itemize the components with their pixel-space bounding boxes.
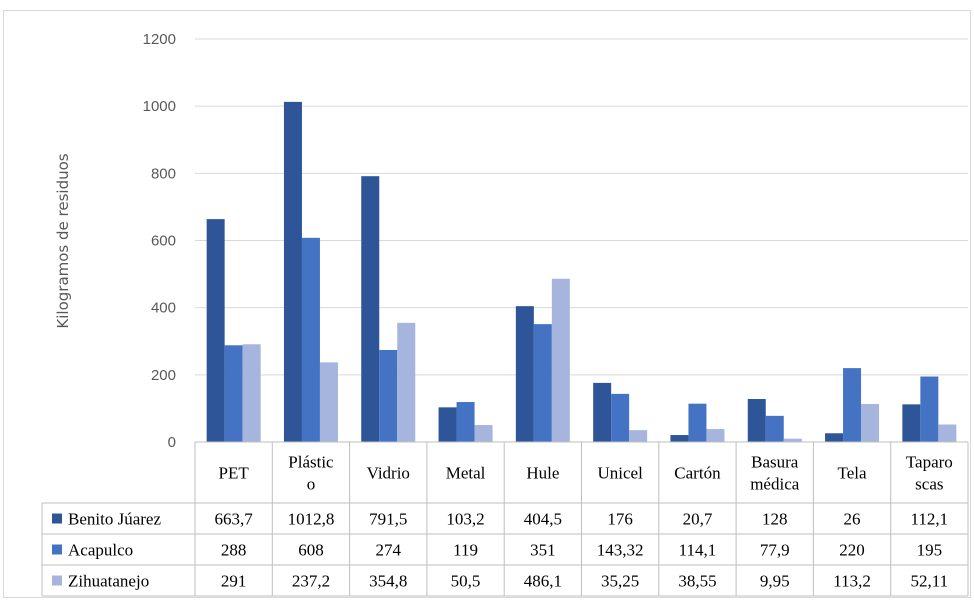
series-name: Zihuatanejo [68, 572, 149, 591]
data-table-value: 50,5 [451, 572, 481, 591]
legend-key [52, 544, 62, 555]
category-label: Cartón [674, 464, 721, 483]
data-table-value: 220 [839, 541, 865, 560]
bar [706, 429, 725, 442]
bar [747, 399, 766, 442]
data-table-value: 77,9 [760, 541, 790, 560]
bar [861, 403, 880, 442]
bar [456, 402, 475, 442]
y-tick-label: 600 [151, 233, 176, 250]
category-label: médica [750, 475, 800, 494]
data-table-value: 38,55 [678, 572, 716, 591]
bar [206, 219, 225, 442]
bar [902, 404, 921, 442]
category-label: Unicel [597, 464, 643, 483]
data-table-value: 119 [453, 541, 478, 560]
data-table-value: 143,32 [597, 541, 644, 560]
category-label: Basura [751, 453, 799, 472]
bar [361, 176, 380, 442]
bar [379, 349, 398, 442]
data-table-value: 608 [298, 541, 324, 560]
y-tick-label: 1200 [143, 31, 176, 48]
y-axis-title: Kilogramos de residuos [54, 153, 72, 328]
data-table-value: 112,1 [911, 510, 949, 529]
data-table-value: 113,2 [833, 572, 871, 591]
data-table-value: 176 [607, 510, 633, 529]
data-table-value: 1012,8 [288, 510, 335, 529]
data-table-value: 486,1 [524, 572, 562, 591]
data-table-value: 103,2 [446, 510, 484, 529]
bar [783, 438, 802, 442]
bar [474, 425, 493, 442]
series-name: Benito Júarez [68, 510, 161, 529]
data-table-value: 404,5 [524, 510, 562, 529]
bar [283, 101, 302, 443]
category-label: Vidrio [367, 464, 410, 483]
bar [593, 382, 612, 442]
category-label: o [307, 475, 316, 494]
bar [319, 362, 338, 442]
y-tick-label: 1000 [143, 98, 176, 115]
data-table-value: 35,25 [601, 572, 639, 591]
bar [611, 393, 630, 442]
bar [688, 403, 707, 442]
chart-frame [3, 10, 971, 598]
category-label: Taparo [906, 453, 953, 472]
category-label: Metal [446, 464, 486, 483]
data-table-value: 9,95 [760, 572, 790, 591]
y-tick-label: 400 [151, 300, 176, 317]
bar [438, 407, 457, 442]
data-table-value: 274 [376, 541, 402, 560]
category-label: Tela [838, 464, 867, 483]
data-table-value: 291 [221, 572, 247, 591]
bar [242, 344, 261, 442]
bar [515, 306, 534, 442]
bar [224, 345, 243, 442]
data-table-value: 663,7 [215, 510, 254, 529]
bar [825, 433, 844, 442]
bar [670, 435, 689, 442]
bar [551, 278, 570, 442]
data-table-value: 351 [530, 541, 556, 560]
bar [765, 415, 784, 442]
bar [533, 324, 552, 442]
bar [938, 424, 957, 442]
data-table-value: 791,5 [369, 510, 407, 529]
data-table-value: 26 [844, 510, 861, 529]
series-name: Acapulco [68, 541, 133, 560]
legend-key [52, 513, 62, 524]
category-label: Hule [526, 464, 559, 483]
bar [301, 237, 320, 442]
data-table-value: 128 [762, 510, 788, 529]
bar [920, 376, 939, 442]
y-tick-label: 0 [168, 434, 176, 451]
data-table-value: 52,11 [911, 572, 949, 591]
bar [843, 368, 862, 442]
data-table-value: 114,1 [679, 541, 717, 560]
data-table-value: 354,8 [369, 572, 407, 591]
category-label: PET [219, 464, 250, 483]
bar [629, 430, 648, 442]
category-label: Plástic [288, 453, 334, 472]
y-tick-label: 800 [151, 165, 176, 182]
legend-key [52, 575, 62, 586]
y-tick-label: 200 [151, 367, 176, 384]
data-table-value: 20,7 [683, 510, 713, 529]
data-table-value: 288 [221, 541, 247, 560]
data-table-value: 195 [917, 541, 943, 560]
category-label: scas [915, 475, 943, 494]
bar [397, 322, 416, 442]
data-table-value: 237,2 [292, 572, 330, 591]
